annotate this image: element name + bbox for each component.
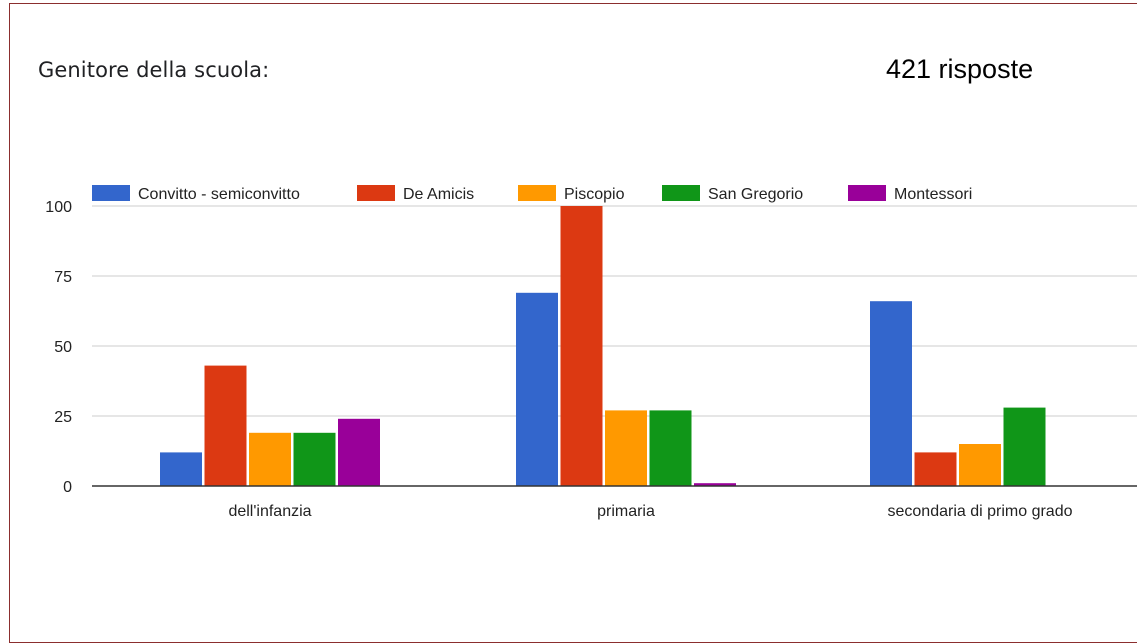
bar xyxy=(649,410,692,486)
x-tick-label: primaria xyxy=(597,503,655,520)
bar xyxy=(560,206,603,486)
bar-chart: 0 25 50 75 100 dell'infanzia primaria secondari… xyxy=(45,185,1137,520)
legend-swatch xyxy=(92,185,130,201)
y-tick-label: 100 xyxy=(45,199,72,216)
y-tick-label: 75 xyxy=(54,269,72,286)
bar xyxy=(249,432,291,486)
legend-label: De Amicis xyxy=(403,186,474,203)
x-tick-label: dell'infanzia xyxy=(228,503,311,520)
bar xyxy=(914,452,957,486)
legend-label: Convitto - semiconvitto xyxy=(138,186,300,203)
legend-label: Piscopio xyxy=(564,186,625,203)
legend-swatch xyxy=(518,185,556,201)
legend-swatch xyxy=(662,185,700,201)
bar xyxy=(516,292,558,486)
legend-swatch xyxy=(357,185,395,201)
bar xyxy=(1003,407,1046,486)
bar xyxy=(293,432,336,486)
y-tick-label: 25 xyxy=(54,409,72,426)
x-tick-label: secondaria di primo grado xyxy=(888,503,1073,520)
bar xyxy=(160,452,202,486)
bar xyxy=(694,483,736,486)
y-tick-label: 50 xyxy=(54,339,72,356)
bar xyxy=(605,410,647,486)
y-tick-label: 0 xyxy=(63,479,72,496)
question-title: Genitore della scuola: xyxy=(38,58,270,82)
response-count: 421 risposte xyxy=(886,54,1034,84)
bar xyxy=(338,418,380,486)
bar xyxy=(870,301,912,486)
bar xyxy=(959,444,1001,486)
legend-swatch xyxy=(848,185,886,201)
legend-label: San Gregorio xyxy=(708,186,803,203)
legend-label: Montessori xyxy=(894,186,972,203)
bar xyxy=(204,365,247,486)
